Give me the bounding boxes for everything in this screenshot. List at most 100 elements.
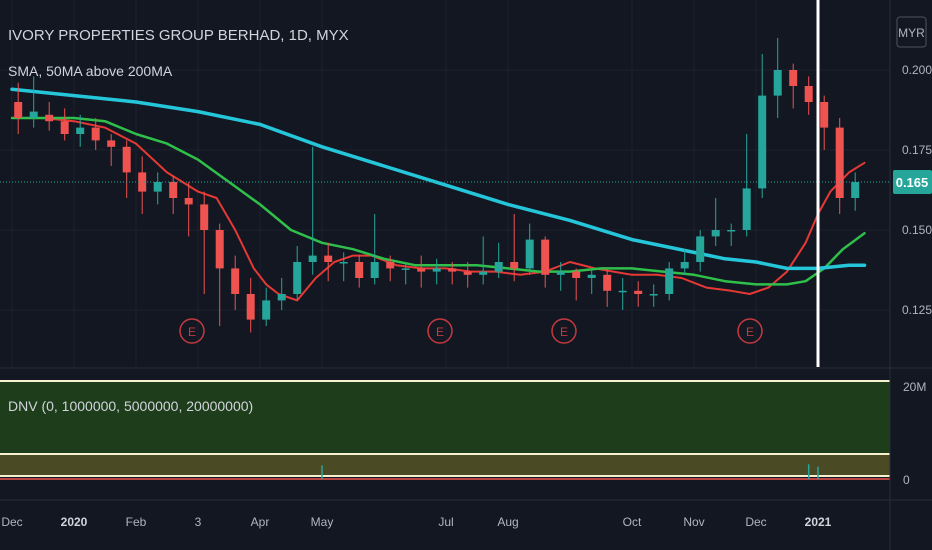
candles <box>14 38 860 333</box>
earnings-marker-label: E <box>188 325 196 339</box>
candle-body <box>45 114 54 122</box>
candle-body <box>789 70 798 86</box>
earnings-marker-label: E <box>746 325 754 339</box>
candle-body <box>603 274 612 291</box>
volume-band-high <box>0 381 890 454</box>
candle-body <box>479 271 488 275</box>
ma-line-sma <box>11 117 866 302</box>
candle-body <box>835 127 844 198</box>
time-tick-label: Nov <box>683 515 704 529</box>
ma-line-50ma <box>10 116 866 286</box>
ma-lines <box>10 87 867 302</box>
candle-body <box>386 262 395 269</box>
candle-body <box>339 262 348 264</box>
candle-body <box>742 188 751 230</box>
time-tick-label: 3 <box>195 515 202 529</box>
time-tick-label: Apr <box>251 515 270 529</box>
candle-body <box>355 262 364 278</box>
last-price-tag: 0.165 <box>893 170 932 194</box>
volume-pane[interactable] <box>0 380 890 480</box>
candle-body <box>572 271 581 278</box>
time-tick-label: Dec <box>1 515 22 529</box>
candle-body <box>727 230 736 232</box>
earnings-marker-circle <box>179 318 205 344</box>
earnings-marker-label: E <box>560 325 568 339</box>
candle-body <box>820 102 829 128</box>
time-tick-label: Dec <box>745 515 766 529</box>
volume-band-mid <box>0 454 890 476</box>
time-tick-label: May <box>311 515 334 529</box>
price-tick-label: 0.175 <box>902 143 932 157</box>
candle-body <box>370 262 379 278</box>
currency-label: MYR <box>898 26 925 40</box>
price-axis[interactable]: 0.200 0.175 0.150 0.125 <box>902 63 932 317</box>
candle-body <box>246 294 255 320</box>
candle-body <box>401 268 410 270</box>
chart-title: IVORY PROPERTIES GROUP BERHAD, 1D, MYX <box>8 27 349 44</box>
price-tick-label: 0.200 <box>902 63 932 77</box>
candle-body <box>107 140 116 147</box>
candle-body <box>634 290 643 294</box>
candle-body <box>29 111 38 118</box>
candle-body <box>262 300 271 320</box>
candle-body <box>14 102 23 118</box>
candle-body <box>169 182 178 198</box>
earnings-marker-label: E <box>436 325 444 339</box>
candle-body <box>91 127 100 141</box>
candle-body <box>76 127 85 134</box>
candle-body <box>494 262 503 272</box>
candle-body <box>665 268 674 294</box>
candle-body <box>215 230 224 269</box>
earnings-marker-circle <box>737 318 763 344</box>
volume-indicator-label: DNV (0, 1000000, 5000000, 20000000) <box>8 398 253 414</box>
time-tick-label: 2021 <box>805 515 832 529</box>
candle-body <box>587 274 596 278</box>
ma-line-200ma <box>10 87 867 271</box>
candle-body <box>696 236 705 262</box>
candle-body <box>649 294 658 296</box>
candle-body <box>773 70 782 96</box>
candle-body <box>324 255 333 262</box>
candle-body <box>510 262 519 269</box>
time-axis[interactable]: Dec 2020 Feb 3 Apr May Jul Aug Oct Nov Dec 2021 <box>1 515 831 529</box>
earnings-marker-circle <box>551 318 577 344</box>
candle-body <box>417 268 426 272</box>
price-tick-label: 0.150 <box>902 223 932 237</box>
candle-body <box>231 268 240 294</box>
candle-body <box>432 268 441 272</box>
candle-body <box>277 294 286 301</box>
last-price-tag-bg <box>893 170 932 194</box>
time-tick-label: Feb <box>126 515 147 529</box>
candle-body <box>556 271 565 275</box>
candle-body <box>200 204 209 230</box>
candle-body <box>680 262 689 269</box>
volume-axis-max: 20M <box>903 380 926 394</box>
indicator-subtitle: SMA, 50MA above 200MA <box>8 63 173 79</box>
earnings-marker-circle <box>427 318 453 344</box>
volume-bars <box>321 464 819 479</box>
candle-body <box>60 121 69 134</box>
last-price-value: 0.165 <box>896 175 929 190</box>
price-tick-label: 0.125 <box>902 303 932 317</box>
time-tick-label: Jul <box>438 515 453 529</box>
candle-body <box>711 230 720 237</box>
volume-axis-zero: 0 <box>903 473 910 487</box>
candle-body <box>463 271 472 275</box>
time-tick-label: Oct <box>623 515 642 529</box>
candle-body <box>758 95 767 189</box>
candle-body <box>448 268 457 272</box>
candle-body <box>851 182 860 198</box>
currency-badge-frame <box>896 16 927 48</box>
candle-body <box>138 172 147 192</box>
candle-body <box>153 182 162 192</box>
candle-body <box>541 239 550 275</box>
candle-body <box>308 255 317 262</box>
candle-body <box>122 146 131 173</box>
candle-body <box>525 239 534 269</box>
candle-body <box>293 262 302 294</box>
currency-badge[interactable]: MYR <box>896 16 927 48</box>
candle-body <box>804 86 813 102</box>
candle-body <box>618 290 627 293</box>
